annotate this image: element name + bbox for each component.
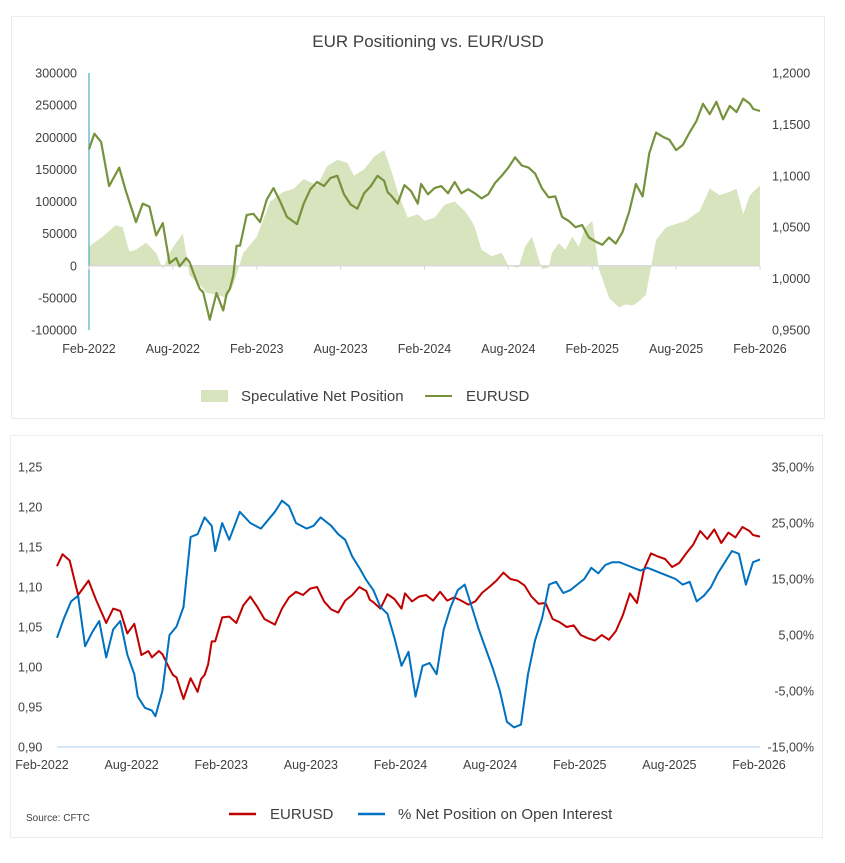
y-left-tick-label: 150000	[35, 163, 77, 177]
x-tick-label: Aug-2025	[649, 342, 703, 356]
y-right-tick-label: 0,9500	[772, 324, 810, 338]
y-right-tick-label: 35,00%	[772, 461, 814, 475]
y-left-tick-label: 0,95	[18, 701, 42, 715]
x-tick-label: Aug-2024	[463, 758, 517, 772]
source-note: Source: CFTC	[26, 813, 90, 824]
x-tick-label: Aug-2024	[481, 342, 535, 356]
x-tick-label: Aug-2022	[146, 342, 200, 356]
y-left-tick-label: 1,00	[18, 661, 42, 675]
x-tick-label: Feb-2022	[62, 342, 116, 356]
legend-label-eurusd-bottom: EURUSD	[270, 806, 334, 823]
bottom-right-axis: 35,00% 25,00% 15,00% 5,00% -5,00% -15,00%	[767, 461, 814, 755]
y-right-tick-label: 1,1500	[772, 118, 810, 132]
y-left-tick-label: 1,10	[18, 581, 42, 595]
bottom-legend: Source: CFTC EURUSD % Net Position on Op…	[26, 806, 613, 824]
top-legend: Speculative Net Position EURUSD	[201, 388, 530, 405]
x-tick-label: Feb-2023	[194, 758, 248, 772]
bottom-chart: 1,25 1,20 1,15 1,10 1,05 1,00 0,95 0,90 35,00% 2…	[15, 461, 814, 825]
y-right-tick-label: 5,00%	[779, 629, 814, 643]
x-tick-label: Aug-2025	[642, 758, 696, 772]
y-left-tick-label: 200000	[35, 131, 77, 145]
top-x-axis: Feb-2022 Aug-2022 Feb-2023 Aug-2023 Feb-2024…	[62, 265, 787, 356]
x-tick-label: Aug-2022	[105, 758, 159, 772]
x-tick-label: Aug-2023	[284, 758, 338, 772]
x-tick-label: Feb-2025	[565, 342, 619, 356]
y-left-tick-label: 50000	[42, 227, 77, 241]
x-tick-label: Feb-2025	[553, 758, 607, 772]
y-left-tick-label: 100000	[35, 195, 77, 209]
net-pct-blue-line	[56, 499, 761, 729]
y-right-tick-label: 1,0000	[772, 272, 810, 286]
y-left-tick-label: 1,20	[18, 501, 42, 515]
legend-label-net-position: Speculative Net Position	[241, 388, 404, 405]
x-tick-label: Feb-2024	[398, 342, 452, 356]
bottom-x-axis: Feb-2022 Aug-2022 Feb-2023 Aug-2023 Feb-2024…	[15, 758, 786, 772]
x-tick-label: Feb-2024	[374, 758, 428, 772]
net-position-area-layer	[89, 150, 760, 308]
eurusd-red-line	[56, 526, 761, 700]
y-left-tick-label: 1,05	[18, 621, 42, 635]
x-tick-label: Feb-2022	[15, 758, 69, 772]
eurusd-line-layer	[87, 97, 761, 321]
x-tick-label: Aug-2023	[314, 342, 368, 356]
y-right-tick-label: 25,00%	[772, 517, 814, 531]
net-position-area	[89, 150, 760, 308]
x-tick-label: Feb-2026	[733, 342, 787, 356]
bottom-chart-panel	[10, 435, 823, 838]
top-left-axis: 300000 250000 200000 150000 100000 50000 0 -500…	[31, 67, 77, 338]
bottom-lines-layer	[56, 499, 761, 729]
zero-line-layer	[88, 73, 760, 330]
top-chart-title: EUR Positioning vs. EUR/USD	[312, 32, 543, 51]
legend-label-net-pct: % Net Position on Open Interest	[398, 806, 613, 823]
y-right-tick-label: -5,00%	[774, 685, 814, 699]
eurusd-line	[87, 97, 761, 321]
y-left-tick-label: 300000	[35, 67, 77, 81]
y-left-tick-label: -100000	[31, 324, 77, 338]
top-chart: EUR Positioning vs. EUR/USD 300000 250000…	[31, 32, 810, 405]
legend-label-eurusd: EURUSD	[466, 388, 530, 405]
y-right-tick-label: -15,00%	[767, 741, 814, 755]
y-left-tick-label: 0	[70, 259, 77, 273]
y-left-tick-label: -50000	[38, 291, 77, 305]
y-left-tick-label: 0,90	[18, 741, 42, 755]
x-tick-label: Feb-2026	[732, 758, 786, 772]
bottom-left-axis: 1,25 1,20 1,15 1,10 1,05 1,00 0,95 0,90	[18, 461, 42, 755]
y-right-tick-label: 1,0500	[772, 221, 810, 235]
y-right-tick-label: 1,1000	[772, 169, 810, 183]
y-left-tick-label: 250000	[35, 99, 77, 113]
x-tick-label: Feb-2023	[230, 342, 284, 356]
top-right-axis: 1,2000 1,1500 1,1000 1,0500 1,0000 0,9500	[772, 67, 810, 338]
legend-swatch-net-position	[201, 390, 228, 402]
y-right-tick-label: 1,2000	[772, 67, 810, 81]
y-right-tick-label: 15,00%	[772, 573, 814, 587]
y-left-tick-label: 1,15	[18, 541, 42, 555]
y-left-tick-label: 1,25	[18, 461, 42, 475]
